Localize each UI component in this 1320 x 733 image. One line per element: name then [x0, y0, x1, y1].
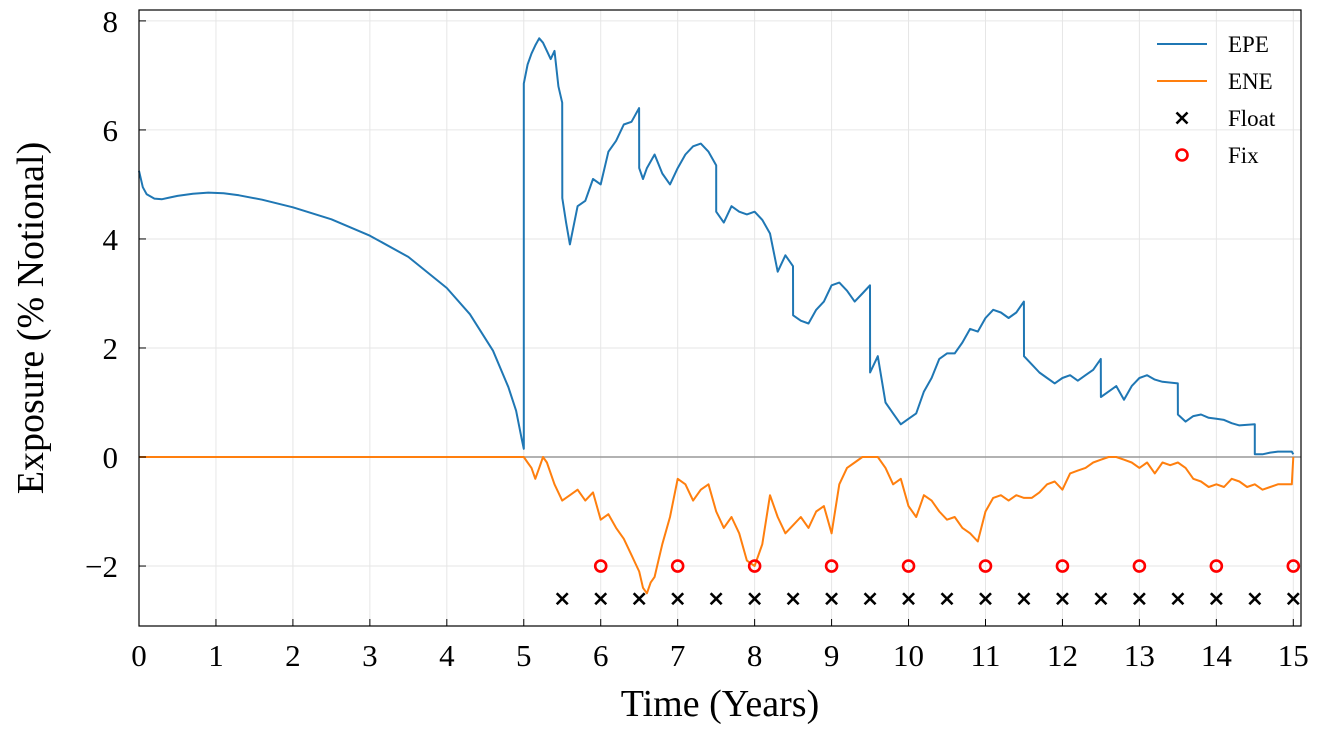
series-layer [138, 37, 1301, 606]
x-marker-stroke [594, 592, 608, 606]
axis-ticks [138, 20, 1294, 626]
x-marker-stroke [902, 592, 915, 606]
x-tick-label: 10 [893, 638, 924, 673]
x-marker-stroke [1175, 111, 1189, 125]
x-tick-label: 5 [516, 638, 532, 673]
legend-fix-label: Fix [1228, 143, 1259, 168]
x-tick-label: 12 [1047, 638, 1078, 673]
legend-float-swatch [1175, 111, 1189, 125]
x-axis-title: Time (Years) [621, 683, 819, 725]
float-point [1209, 592, 1223, 606]
float-point [671, 592, 685, 606]
float-point [1248, 592, 1262, 606]
float-point [555, 592, 569, 606]
y-tick-label: 4 [103, 222, 119, 257]
grid [138, 10, 1301, 626]
x-marker-stroke [1248, 592, 1262, 606]
x-tick-label: 8 [747, 638, 763, 673]
x-tick-label: 3 [362, 638, 378, 673]
x-marker-stroke [1286, 592, 1300, 606]
x-marker-stroke [1132, 592, 1146, 606]
legend: EPE ENE Float Fix [1157, 32, 1276, 168]
fix-point [747, 559, 762, 573]
x-marker-stroke [555, 592, 569, 606]
float-point [1132, 592, 1146, 606]
float-point [1286, 592, 1300, 606]
fix-point [593, 559, 608, 573]
x-marker-stroke [825, 592, 839, 606]
y-tick-label: 2 [103, 331, 119, 366]
x-marker-stroke [1056, 592, 1069, 606]
fix-point [1055, 559, 1070, 573]
float-point [594, 592, 608, 606]
x-tick-label: 0 [131, 638, 147, 673]
y-tick-label: 6 [103, 113, 119, 148]
y-tick-label: 0 [103, 440, 119, 475]
x-marker-stroke [863, 592, 877, 606]
x-marker-stroke [979, 592, 992, 606]
x-marker-stroke [786, 592, 800, 606]
x-tick-label: 14 [1201, 638, 1233, 673]
legend-float-label: Float [1228, 106, 1276, 131]
x-tick-label: 1 [208, 638, 224, 673]
fix-point [901, 559, 916, 573]
x-marker-stroke [671, 592, 685, 606]
legend-ene-label: ENE [1228, 69, 1273, 94]
float-point [902, 592, 915, 606]
fix-point [670, 559, 685, 573]
float-point [863, 592, 877, 606]
y-axis-title: Exposure (% Notional) [10, 142, 52, 494]
fix-point [1209, 559, 1224, 573]
x-marker-stroke [1209, 592, 1223, 606]
float-point [632, 592, 646, 606]
float-point [748, 592, 762, 606]
y-tick-label: −2 [85, 549, 118, 584]
float-point [1094, 592, 1108, 606]
x-marker-stroke [1017, 592, 1031, 606]
float-point [1056, 592, 1069, 606]
x-marker-stroke [709, 592, 723, 606]
legend-fix-swatch [1175, 148, 1189, 162]
x-tick-label: 4 [439, 638, 455, 673]
x-marker-stroke [748, 592, 762, 606]
x-tick-label: 6 [593, 638, 609, 673]
float-point [825, 592, 839, 606]
x-tick-label: 7 [670, 638, 686, 673]
legend-epe-label: EPE [1228, 32, 1269, 57]
fix-point [978, 559, 993, 573]
x-marker-stroke [1094, 592, 1108, 606]
x-tick-label: 13 [1124, 638, 1155, 673]
x-tick-label: 9 [824, 638, 840, 673]
fix-point [1286, 559, 1301, 573]
float-point [979, 592, 992, 606]
float-point [1017, 592, 1031, 606]
plot-area-frame [138, 9, 1302, 627]
fix-point [824, 559, 839, 573]
float-point [709, 592, 723, 606]
float-point [786, 592, 800, 606]
x-marker-stroke [632, 592, 646, 606]
x-marker-stroke [940, 592, 954, 606]
x-marker-stroke [1171, 592, 1185, 606]
epe-series-line [138, 37, 1295, 456]
x-tick-label: 11 [971, 638, 1001, 673]
ene-series-line [139, 456, 1295, 595]
x-tick-label: 2 [285, 638, 301, 673]
x-tick-label: 15 [1278, 638, 1309, 673]
fix-point [1132, 559, 1147, 573]
float-point [1171, 592, 1185, 606]
float-point [940, 592, 954, 606]
y-tick-label: 8 [103, 4, 119, 39]
